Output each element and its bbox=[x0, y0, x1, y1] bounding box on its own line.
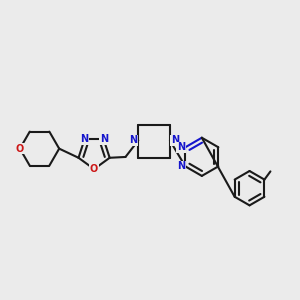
Text: O: O bbox=[16, 144, 24, 154]
Text: N: N bbox=[80, 134, 88, 145]
Text: N: N bbox=[100, 134, 108, 145]
Text: O: O bbox=[90, 164, 98, 174]
Text: N: N bbox=[177, 142, 185, 152]
Text: N: N bbox=[177, 161, 185, 171]
Text: N: N bbox=[171, 136, 179, 146]
Text: N: N bbox=[129, 136, 137, 146]
